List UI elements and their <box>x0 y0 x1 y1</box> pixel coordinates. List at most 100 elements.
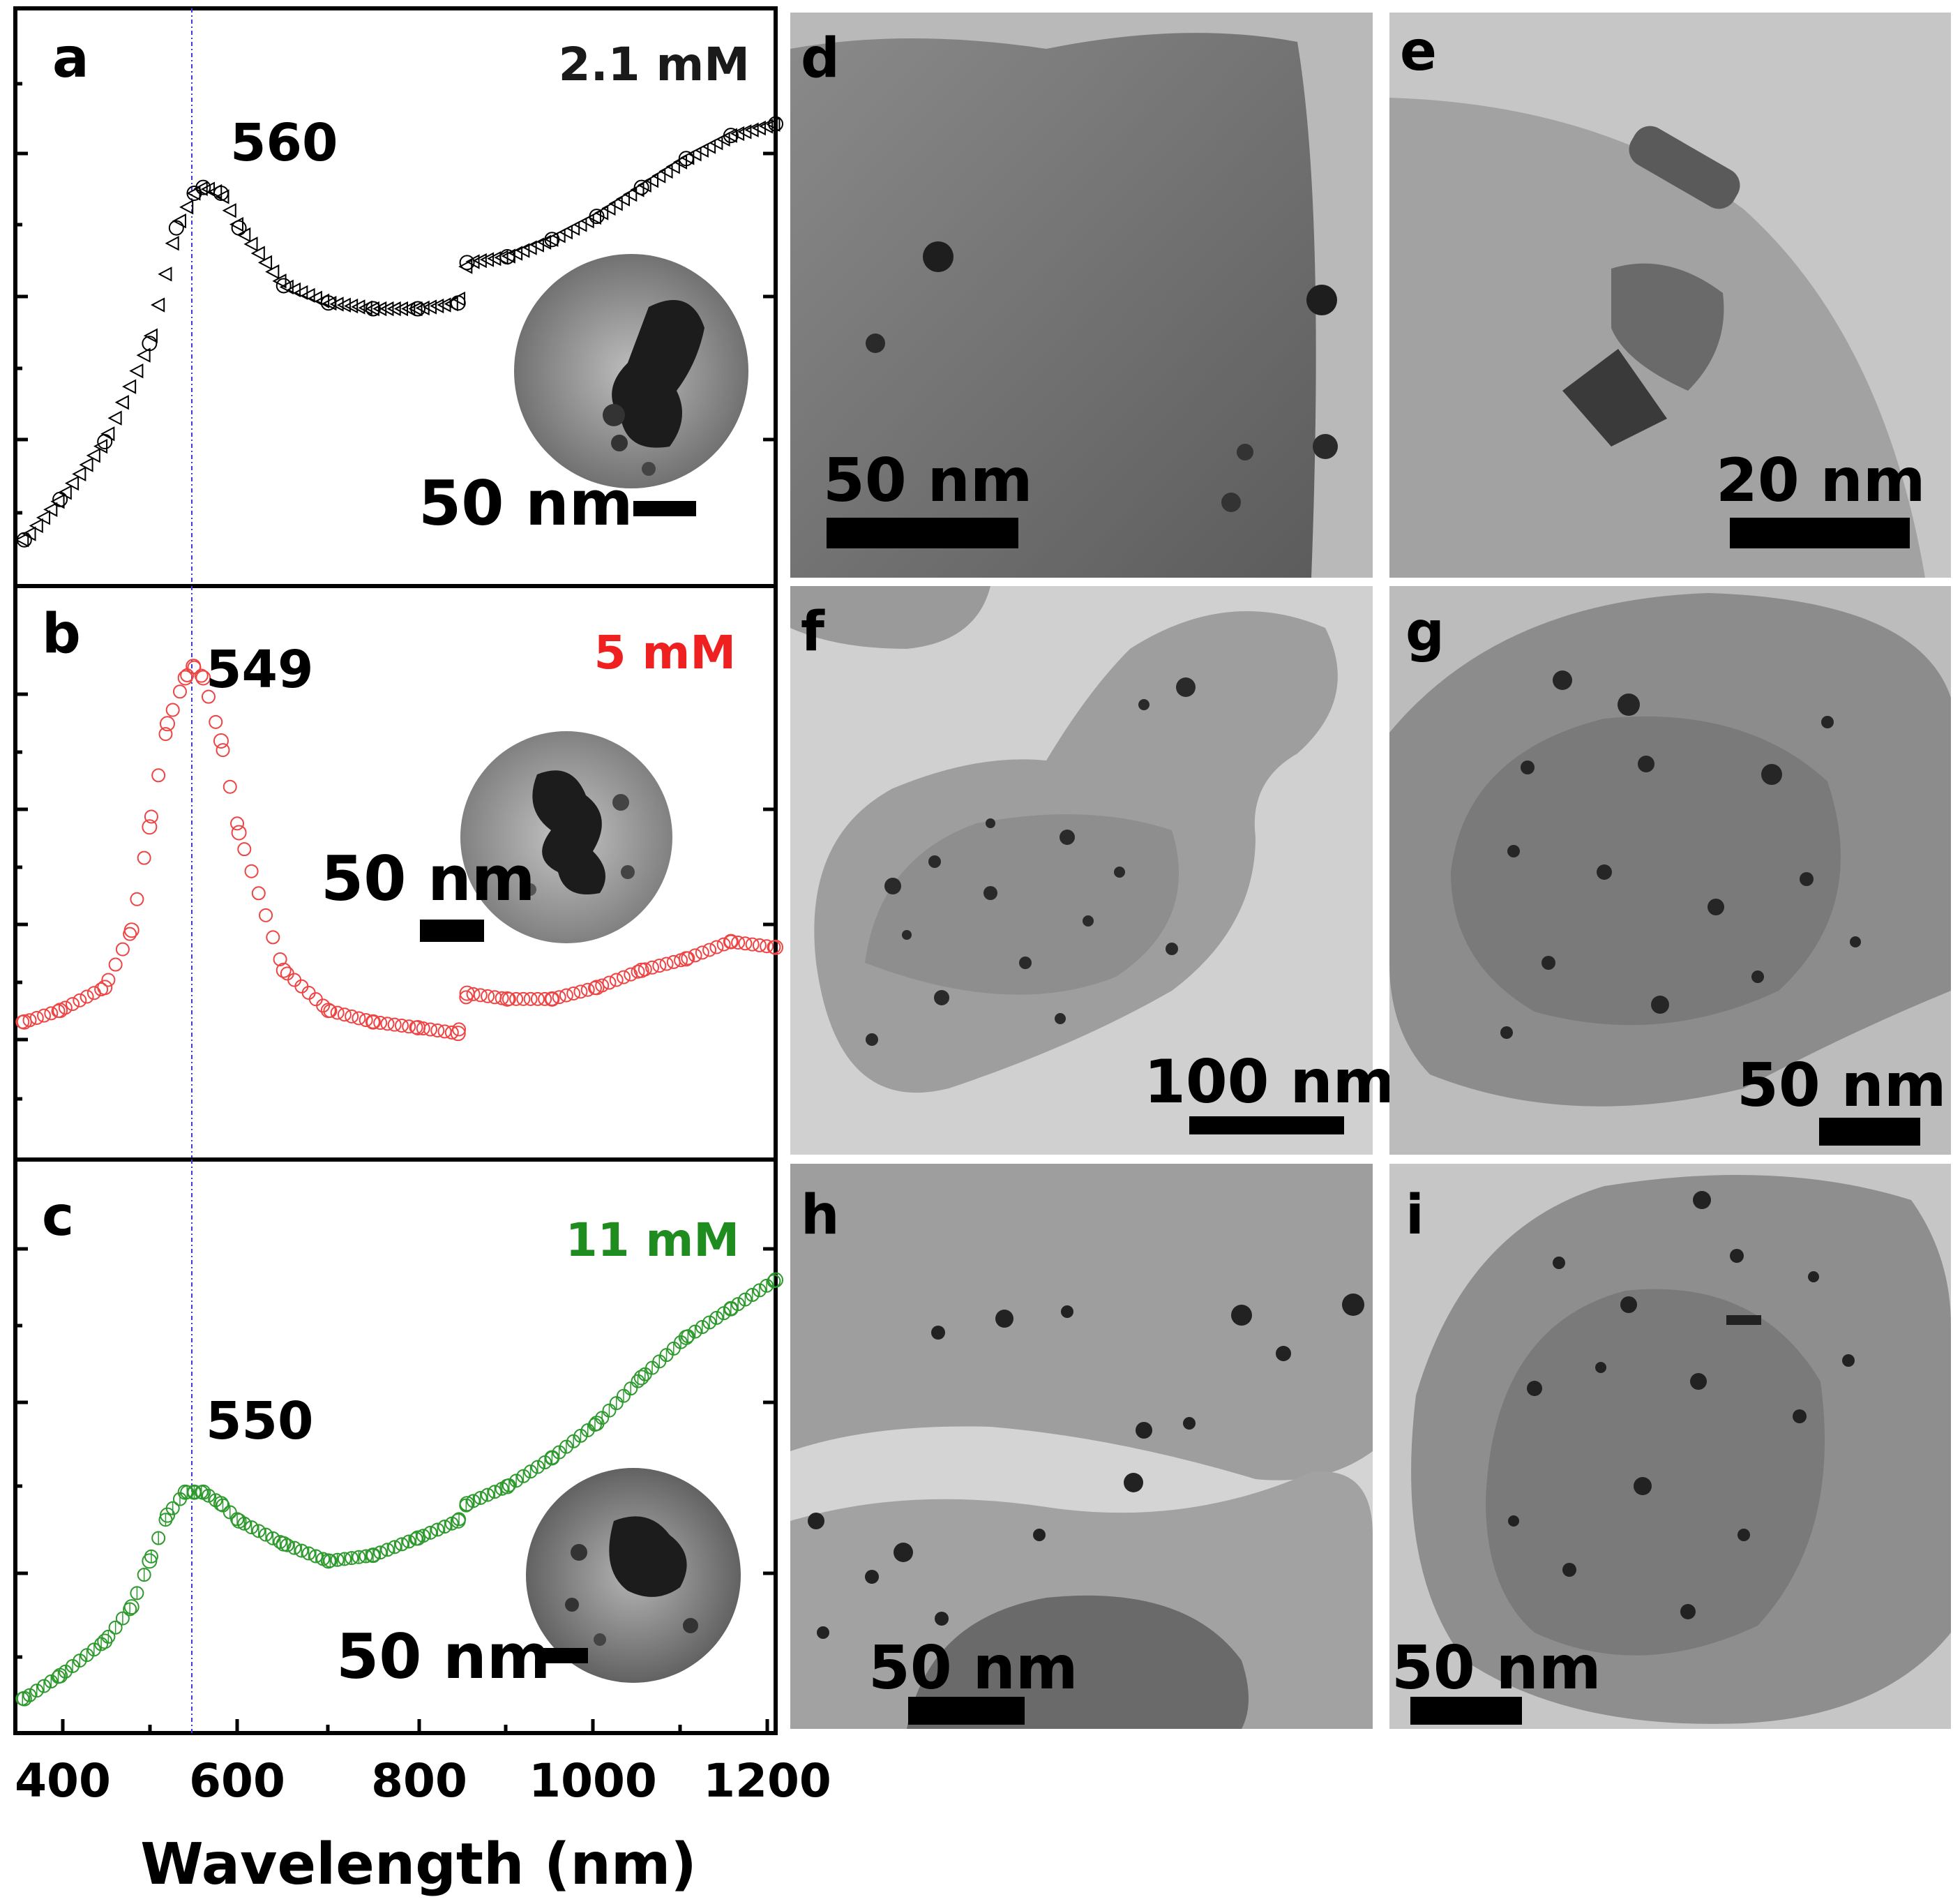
spectrum-marker <box>695 945 709 960</box>
inset-scalebar-c <box>543 1648 588 1663</box>
spectrum-marker <box>94 982 109 997</box>
tem-scale-label-g: 50 nm <box>1737 1051 1946 1120</box>
x-tick-labels: 400 600 800 1000 1200 <box>15 1754 831 1808</box>
x-tick-label: 600 <box>189 1754 285 1808</box>
spectrum-marker <box>580 982 595 997</box>
spectrum-marker <box>186 186 201 201</box>
spectrum-marker <box>351 299 365 315</box>
spectrum-marker <box>15 532 29 548</box>
data-point <box>320 1553 336 1569</box>
spectrum-marker <box>494 250 508 265</box>
spectrum-marker <box>709 940 724 954</box>
spectrum-marker <box>379 301 394 317</box>
spectrum-marker <box>136 347 151 363</box>
spectrum-marker <box>767 940 781 954</box>
spectrum-marker <box>344 298 359 314</box>
spectrum-marker <box>236 227 251 243</box>
spectrum-marker <box>372 301 387 317</box>
spectrum-marker <box>115 942 130 957</box>
spectrum-marker <box>702 943 717 957</box>
spectrum-marker <box>659 957 674 971</box>
spectrum-marker <box>680 150 695 165</box>
spectrum-marker <box>73 993 87 1007</box>
spectrum-marker <box>244 864 259 878</box>
spectrum-marker <box>631 964 645 979</box>
spectrum-marker <box>365 1014 380 1029</box>
tem-panel-f: f 100 nm <box>790 586 1395 1155</box>
spectrum-marker <box>723 934 738 949</box>
spectrum-marker <box>545 991 559 1006</box>
spectrum-marker <box>22 526 36 541</box>
spectrum-marker <box>666 954 681 969</box>
spectrum-marker <box>538 991 552 1006</box>
spectrum-marker <box>401 301 416 317</box>
spectrum-marker <box>523 991 538 1006</box>
spectrum-marker <box>487 250 502 267</box>
spectrum-marker <box>86 448 100 463</box>
panel-label-c: c <box>42 1185 74 1248</box>
inset-c: 50 nm <box>336 1468 741 1693</box>
spectrum-marker <box>459 990 474 1005</box>
spectrum-marker <box>316 998 331 1013</box>
spectrum-marker <box>416 1021 430 1036</box>
peak-label-b: 549 <box>206 640 313 700</box>
inset-scalebar-b <box>420 920 484 942</box>
spectrum-marker <box>645 960 660 975</box>
spectrum-marker <box>615 191 630 207</box>
spectrum-marker <box>465 254 480 269</box>
data-point <box>160 716 175 732</box>
spectrum-marker <box>752 938 767 952</box>
spectrum-marker <box>716 131 730 147</box>
spectrum-marker <box>107 410 122 426</box>
spectrum-marker <box>58 1000 73 1015</box>
spectrum-panel-c: c 11 mM 550 50 nm <box>13 1157 783 1735</box>
spectrum-marker <box>573 217 587 232</box>
spectrum-marker <box>266 930 280 945</box>
data-point <box>213 733 229 749</box>
spectrum-marker <box>623 186 638 202</box>
spectrum-marker <box>473 988 488 1003</box>
spectrum-marker <box>216 743 230 758</box>
spectrum-marker <box>93 438 108 454</box>
panel-label-f: f <box>801 601 825 664</box>
spectrum-marker <box>101 973 116 987</box>
spectrum-marker <box>587 209 601 225</box>
spectrum-marker <box>322 295 337 311</box>
spectrum-marker <box>658 163 673 179</box>
spectrum-marker <box>165 703 180 717</box>
panel-label-d: d <box>801 27 840 90</box>
spectrum-marker <box>644 173 659 188</box>
spectrum-marker <box>209 714 223 729</box>
concentration-label-c: 11 mM <box>566 1213 739 1267</box>
spectrum-marker <box>488 990 502 1005</box>
tem-scalebar-i <box>1410 1697 1522 1725</box>
tem-scale-label-i: 50 nm <box>1392 1633 1601 1703</box>
spectrum-marker <box>760 939 774 954</box>
spectrum-marker <box>230 816 245 831</box>
spectrum-marker <box>129 363 144 379</box>
inset-b: 50 nm <box>321 731 672 943</box>
spectrum-marker <box>694 142 709 158</box>
tem-panel-h: h 50 nm <box>790 1164 1373 1729</box>
spectrum-marker <box>409 1020 423 1035</box>
series-c-markers <box>15 1272 783 1707</box>
inset-scale-label-b: 50 nm <box>321 843 535 915</box>
spectrum-marker <box>609 973 624 987</box>
spectrum-marker <box>229 217 244 232</box>
inset-a: 50 nm <box>419 254 748 539</box>
data-point <box>633 1370 649 1386</box>
spectrum-marker <box>452 1022 467 1037</box>
spectrum-marker <box>444 296 458 312</box>
peak-label-c: 550 <box>206 1391 313 1451</box>
spectrum-marker <box>630 182 644 197</box>
spectrum-marker <box>481 989 495 1003</box>
spectrum-marker <box>466 987 481 1001</box>
spectrum-marker <box>430 298 444 314</box>
spectrum-marker <box>329 297 344 312</box>
spectrum-marker <box>637 177 651 193</box>
spectrum-marker <box>595 978 610 993</box>
panel-label-h: h <box>801 1184 840 1247</box>
spectrum-panel-b: b 5 mM 549 50 nm <box>13 584 783 1162</box>
spectrum-marker <box>250 246 265 261</box>
spectrum-marker <box>180 668 195 682</box>
